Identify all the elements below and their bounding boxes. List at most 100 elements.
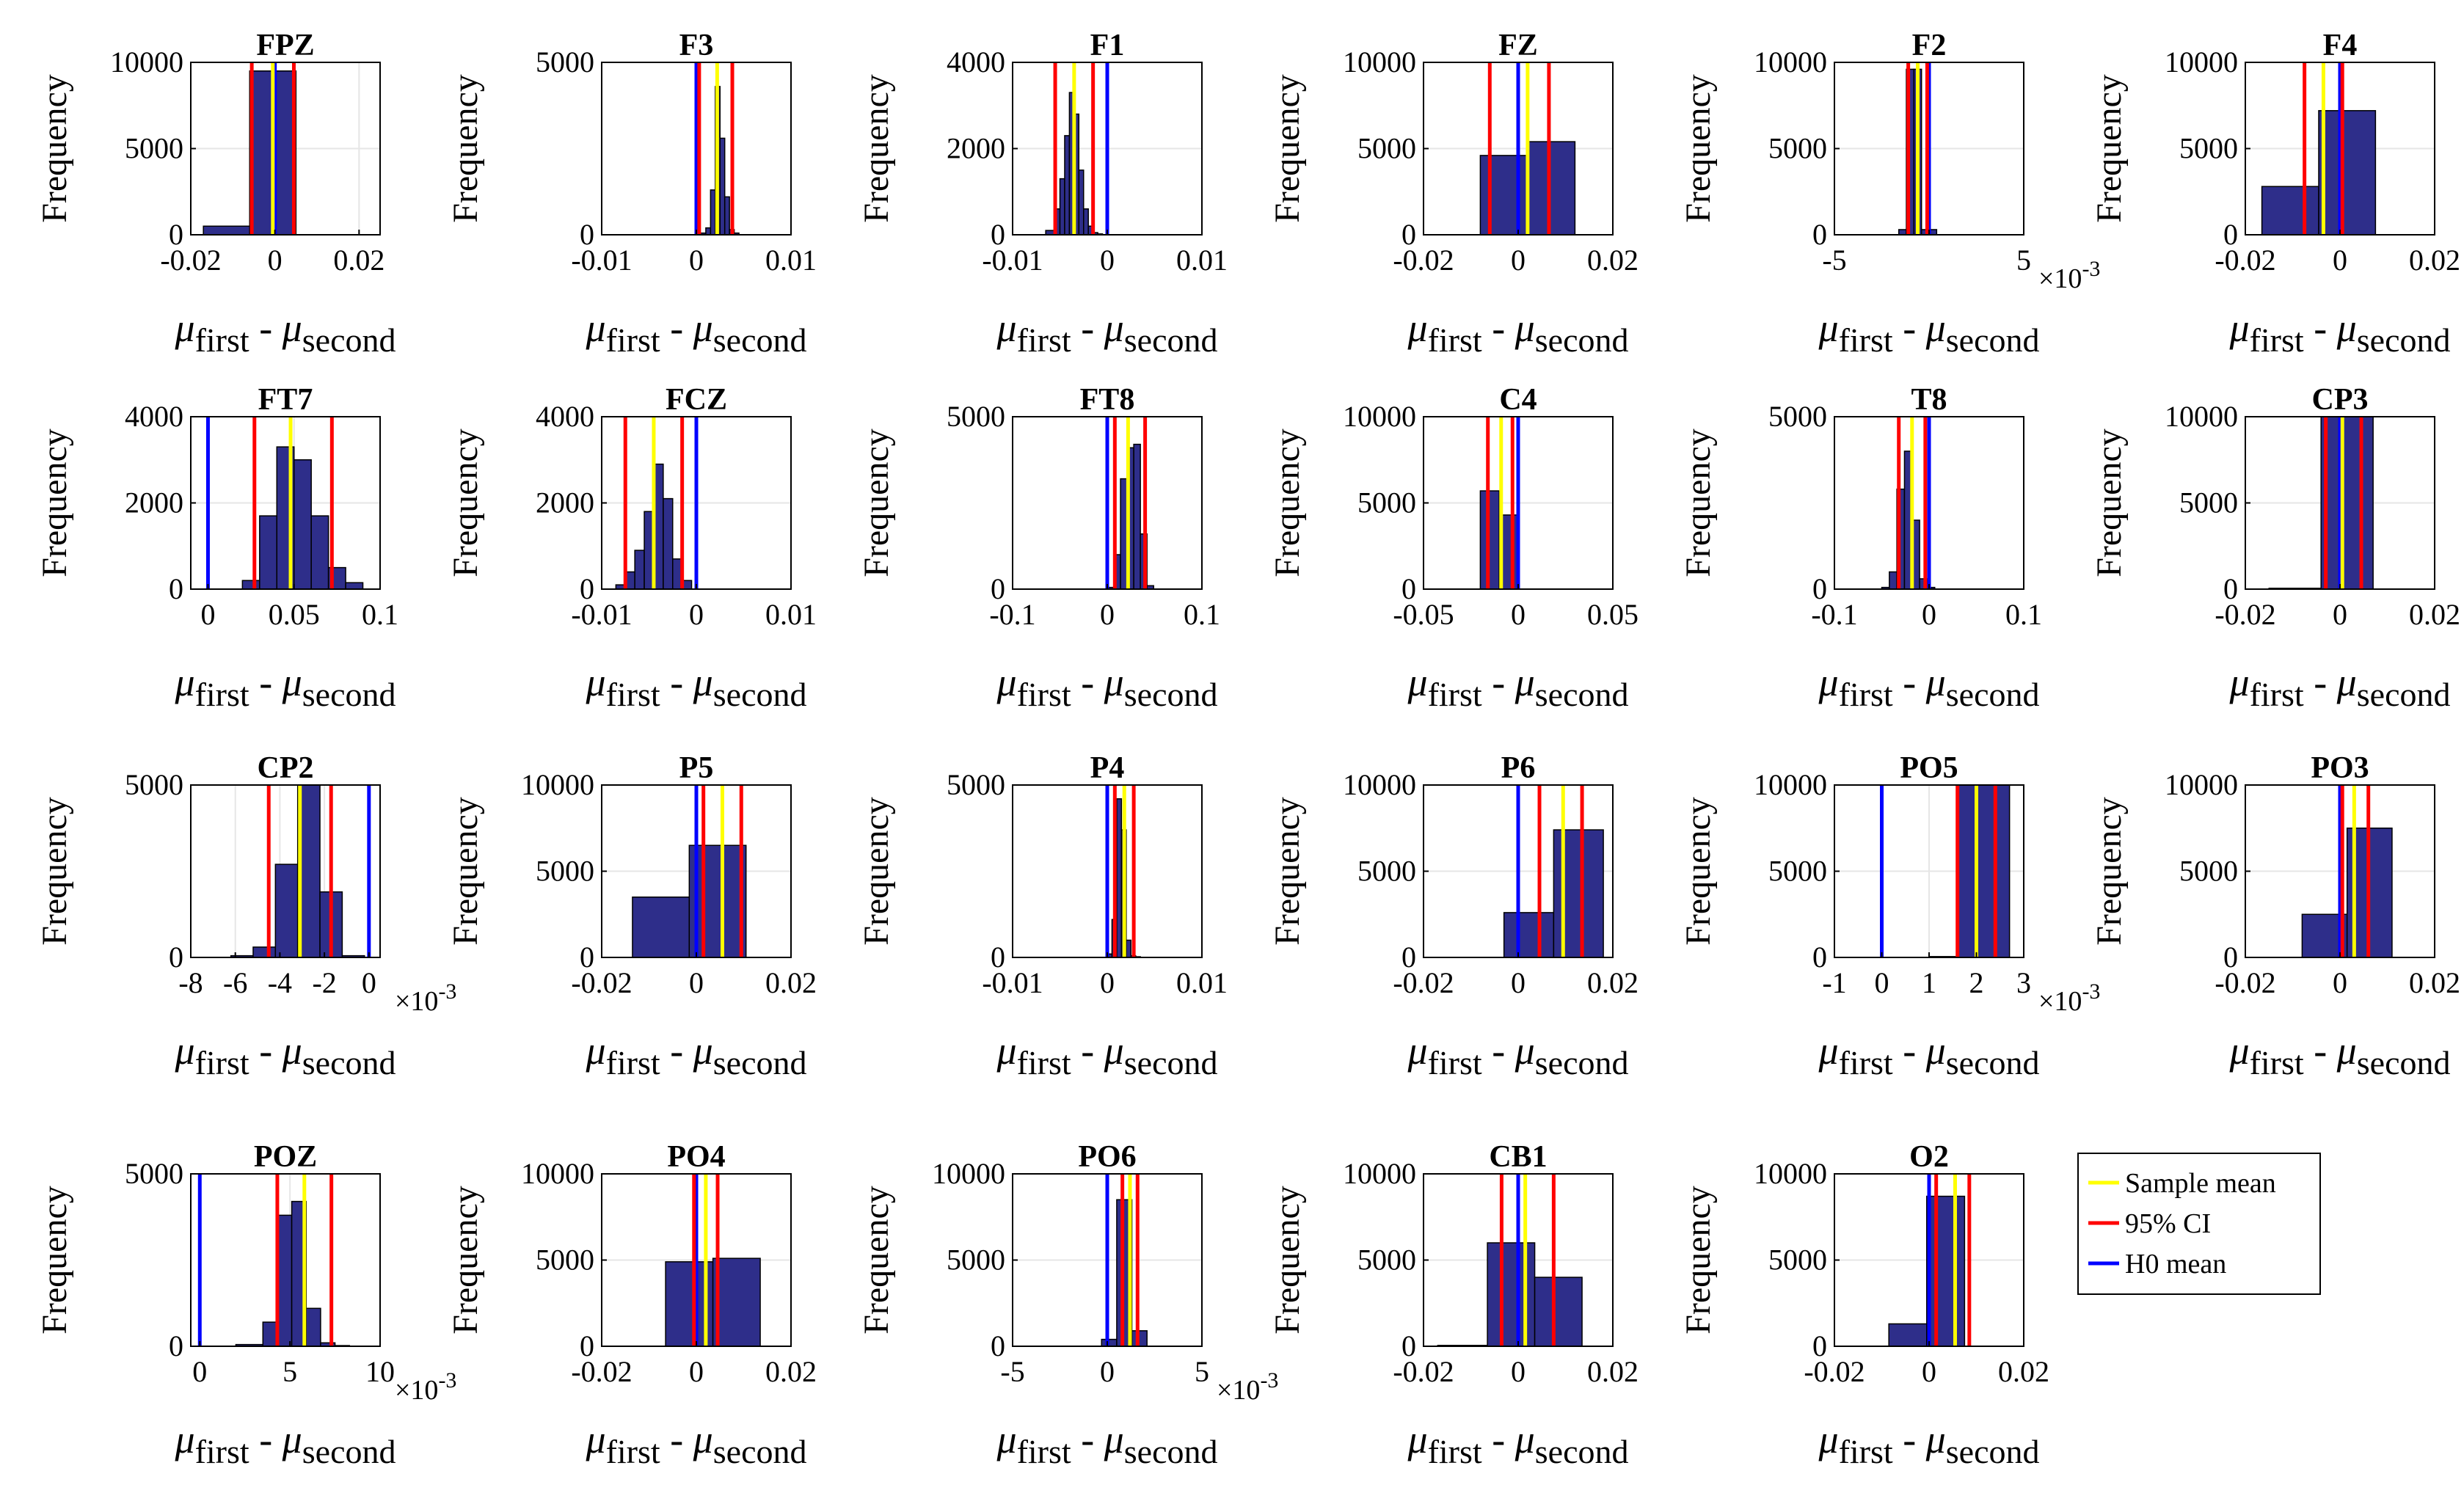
y-tick-label: 0 (1812, 572, 1827, 605)
y-tick-label: 0 (991, 941, 1005, 974)
xlabel-sub-second: second (713, 1433, 807, 1470)
xlabel-sub-second: second (302, 1044, 396, 1081)
histogram-bar (345, 582, 364, 590)
xlabel-mu: μ (2336, 1029, 2357, 1073)
panel-title: CP3 (2312, 383, 2369, 417)
y-tick-label: 0 (1812, 941, 1827, 974)
histogram-bar (1083, 208, 1089, 236)
x-tick-label: 0 (1100, 966, 1115, 999)
x-tick-label: 0 (2333, 244, 2347, 277)
xlabel-sub-first: first (1017, 1433, 1071, 1470)
xlabel-sub-second: second (713, 321, 807, 359)
xlabel-sub-second: second (302, 676, 396, 713)
xlabel-sub-first: first (2250, 1044, 2304, 1081)
x-tick-label: 0 (689, 966, 704, 999)
y-axis-label: Frequency (857, 74, 896, 223)
histogram-bar (2320, 416, 2374, 590)
y-axis-label: Frequency (35, 1186, 74, 1335)
histogram-bar (1889, 571, 1898, 590)
y-tick-label: 4000 (947, 45, 1005, 79)
x-tick-label: 0.1 (362, 598, 398, 631)
xlabel-mu: μ (174, 660, 194, 704)
xlabel-sub-second: second (1535, 676, 1629, 713)
y-axis-label: Frequency (857, 797, 896, 946)
x-scale-exponent: ×10-3 (2038, 257, 2100, 294)
y-tick-label: 5000 (2179, 486, 2238, 519)
panel-title: O2 (1909, 1140, 1949, 1174)
x-tick-label: 0 (1100, 244, 1115, 277)
panel-title: F4 (2323, 29, 2358, 62)
xlabel-mu: μ (693, 660, 713, 704)
y-tick-label: 10000 (2165, 400, 2238, 433)
panel-title: P6 (1501, 751, 1536, 785)
x-tick-label: -0.02 (160, 244, 221, 277)
xlabel-sub-second: second (1535, 1044, 1629, 1081)
x-tick-label: 0.1 (2005, 598, 2042, 631)
x-axis-label: μfirst - μsecond (585, 1417, 806, 1470)
x-tick-label: 0 (689, 244, 704, 277)
x-tick-label: 10 (365, 1355, 395, 1388)
x-tick-label: -0.02 (2215, 966, 2275, 999)
xlabel-mu: μ (585, 1417, 605, 1461)
xlabel-mu: μ (693, 1029, 713, 1073)
x-tick-label: -0.1 (1811, 598, 1857, 631)
x-tick-label: 0 (1100, 598, 1115, 631)
y-tick-label: 0 (169, 941, 183, 974)
y-tick-label: 0 (580, 1329, 594, 1362)
x-tick-label: 0 (1511, 244, 1526, 277)
x-tick-label: -0.02 (2215, 598, 2275, 631)
y-tick-label: 4000 (125, 400, 183, 433)
y-tick-label: 5000 (536, 45, 594, 79)
scale-base: ×10 (2038, 986, 2082, 1017)
x-tick-label: -0.01 (571, 244, 632, 277)
x-tick-label: 0.02 (1587, 966, 1639, 999)
xlabel-mu: μ (996, 1417, 1016, 1461)
y-axis-label: Frequency (35, 797, 74, 946)
x-axis-label: μfirst - μsecond (1407, 306, 1628, 359)
xlabel-mu: μ (1925, 1417, 1946, 1461)
xlabel-mu: μ (1925, 660, 1946, 704)
y-tick-label: 5000 (947, 1244, 1005, 1277)
y-axis-label: Frequency (446, 1186, 485, 1335)
histogram-bar (723, 196, 730, 236)
x-tick-label: 0 (192, 1355, 207, 1388)
y-tick-label: 10000 (1754, 45, 1827, 79)
x-tick-label: -5 (1000, 1355, 1024, 1388)
xlabel-sub-second: second (1535, 321, 1629, 359)
xlabel-mu: μ (1104, 306, 1124, 350)
xlabel-mu: μ (1818, 1029, 1838, 1073)
x-axis-label: μfirst - μsecond (585, 1029, 806, 1081)
histogram-bar (1059, 178, 1065, 236)
y-tick-label: 5000 (1357, 855, 1416, 888)
xlabel-sub-first: first (2250, 321, 2304, 359)
x-tick-label: 0.02 (1587, 1355, 1639, 1388)
scale-base: ×10 (395, 1375, 438, 1406)
xlabel-sub-first: first (1017, 321, 1071, 359)
xlabel-sub-first: first (606, 321, 660, 359)
y-tick-label: 0 (1402, 572, 1416, 605)
x-tick-label: -6 (223, 966, 247, 999)
x-tick-label: -0.1 (989, 598, 1035, 631)
xlabel-mu: μ (174, 1029, 194, 1073)
histogram-bar (310, 515, 329, 590)
histogram-bar (1101, 1338, 1118, 1347)
y-tick-label: 10000 (1754, 1157, 1827, 1190)
x-axis-label: μfirst - μsecond (2228, 660, 2450, 713)
x-tick-label: -2 (312, 966, 336, 999)
xlabel-sub-second: second (713, 676, 807, 713)
xlabel-mu: μ (585, 660, 605, 704)
xlabel-mu: μ (1818, 1417, 1838, 1461)
histogram-bar (2318, 110, 2377, 236)
x-axis-label: μfirst - μsecond (1818, 1417, 2039, 1470)
y-tick-label: 5000 (947, 400, 1005, 433)
xlabel-sub-second: second (1124, 321, 1218, 359)
x-tick-label: 2 (1969, 966, 1984, 999)
x-tick-label: 0.02 (2409, 244, 2460, 277)
y-axis-label: Frequency (1268, 74, 1307, 223)
x-tick-label: 0.01 (765, 244, 817, 277)
